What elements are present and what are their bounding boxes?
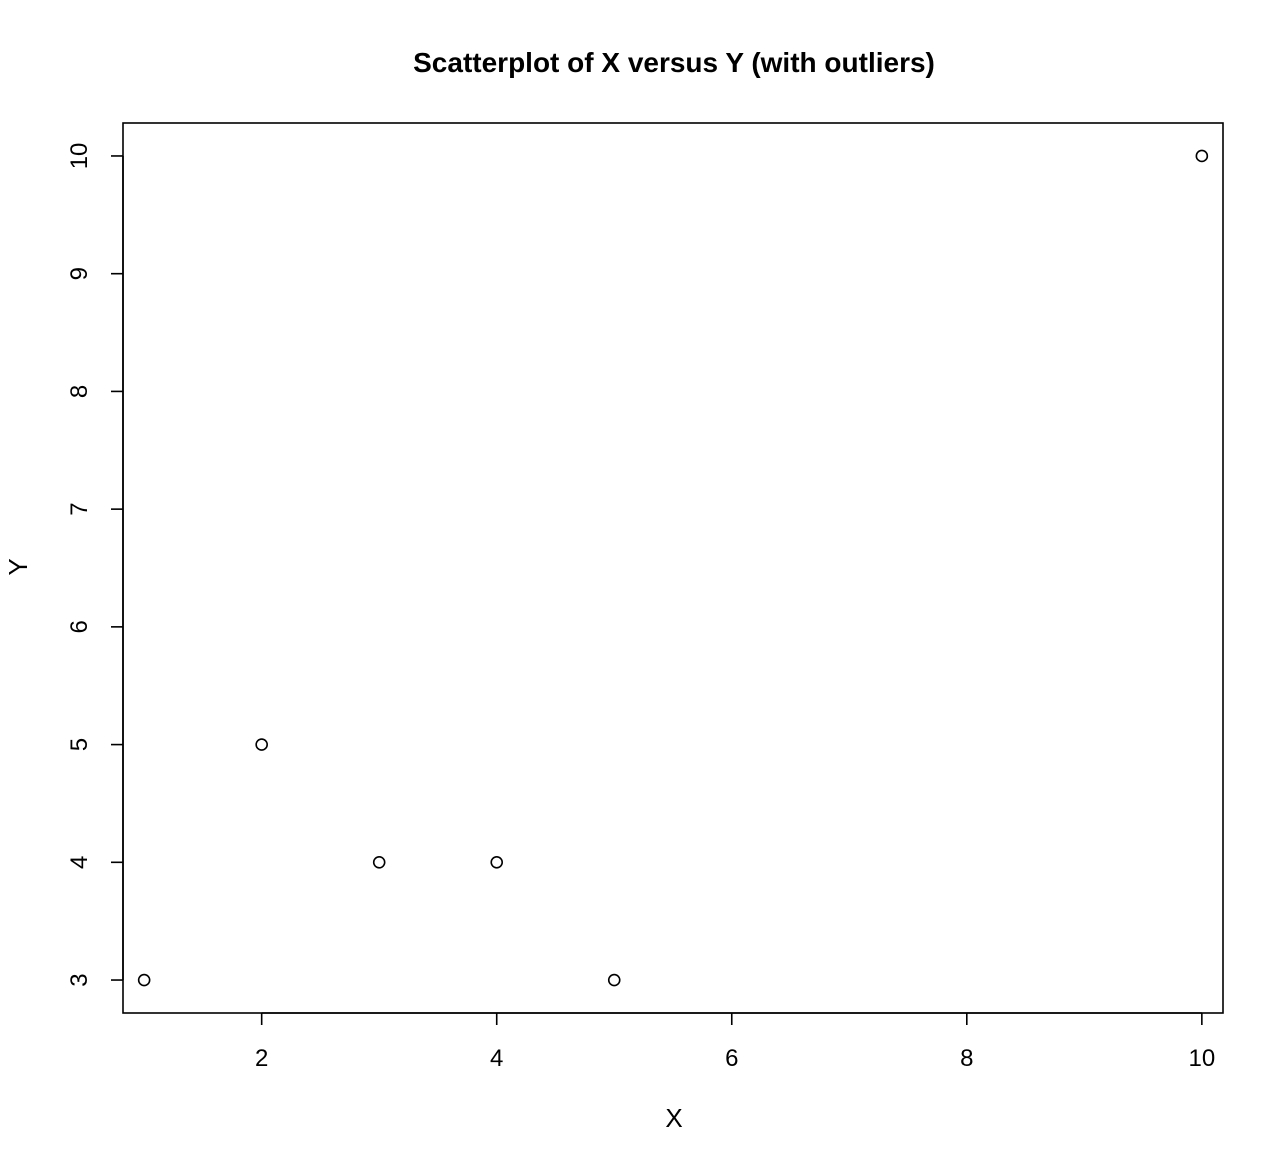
data-point (490, 856, 504, 869)
y-tick-label: 7 (66, 502, 93, 515)
x-tick-label: 8 (960, 1045, 973, 1072)
data-point (607, 973, 621, 987)
y-tick-label: 9 (66, 267, 93, 280)
x-axis-title: X (665, 1103, 682, 1133)
x-tick-label: 6 (725, 1045, 738, 1072)
x-tick-label: 10 (1188, 1045, 1215, 1072)
y-axis: 3 4 5 6 7 8 9 10 (66, 143, 124, 987)
data-point (1195, 149, 1209, 163)
y-tick-label: 3 (66, 973, 93, 986)
x-tick-label: 2 (255, 1045, 268, 1072)
data-point (137, 973, 151, 987)
x-axis: 2 4 6 8 10 (255, 1012, 1215, 1072)
data-point (372, 856, 386, 869)
x-tick-label: 4 (490, 1045, 503, 1072)
y-tick-label: 6 (66, 620, 93, 633)
y-tick-label: 10 (66, 143, 93, 170)
y-axis-title: Y (3, 558, 33, 575)
y-tick-label: 8 (66, 385, 93, 398)
chart-title: Scatterplot of X versus Y (with outliers… (413, 47, 935, 78)
data-points (137, 149, 1209, 987)
data-point (255, 738, 268, 751)
y-tick-label: 4 (66, 856, 93, 869)
y-tick-label: 5 (66, 738, 93, 751)
plot-frame (122, 122, 1224, 1014)
